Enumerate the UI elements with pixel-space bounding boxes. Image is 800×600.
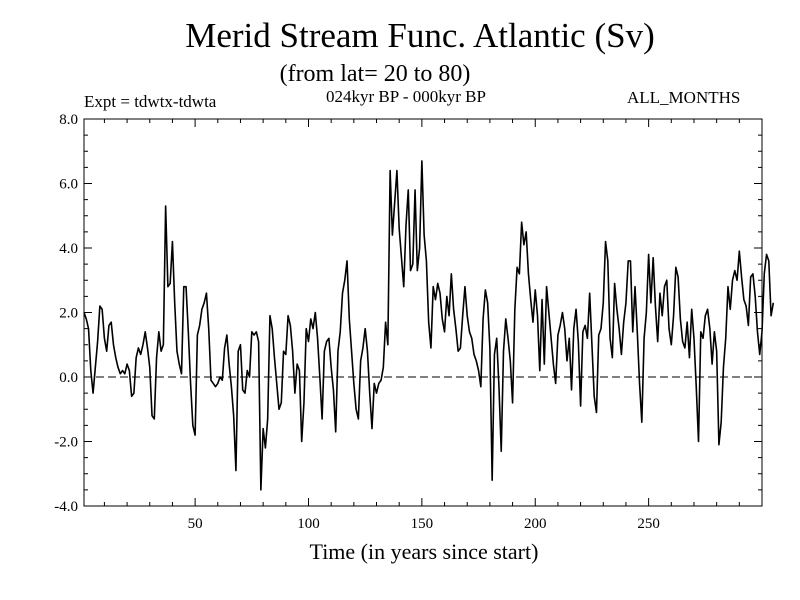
y-tick-label: -4.0 xyxy=(54,499,78,515)
x-tick-label: 100 xyxy=(297,516,320,532)
y-tick-label: 0.0 xyxy=(59,370,78,386)
x-tick-label: 150 xyxy=(411,516,434,532)
x-tick-labels: 50 100 150 200 250 xyxy=(188,516,660,532)
y-tick-label: -2.0 xyxy=(54,435,78,451)
y-tick-label: 2.0 xyxy=(59,306,78,322)
experiment-label: Expt = tdwtx-tdwta xyxy=(84,92,217,111)
chart-title: Merid Stream Func. Atlantic (Sv) xyxy=(185,16,655,55)
x-tick-label: 50 xyxy=(188,516,203,532)
x-tick-label: 250 xyxy=(637,516,660,532)
months-label: ALL_MONTHS xyxy=(627,88,741,107)
period-label: 024kyr BP - 000kyr BP xyxy=(326,87,486,106)
series-line xyxy=(83,160,775,491)
plot-frame xyxy=(83,118,763,507)
x-tick-label: 200 xyxy=(524,516,547,532)
y-tick-label: 4.0 xyxy=(59,241,78,257)
y-tick-label: 8.0 xyxy=(59,112,78,128)
chart-subtitle: (from lat= 20 to 80) xyxy=(279,61,471,87)
x-axis-label: Time (in years since start) xyxy=(309,539,539,564)
y-tick-label: 6.0 xyxy=(59,177,78,193)
y-tick-labels: -4.0 -2.0 0.0 2.0 4.0 6.0 8.0 xyxy=(54,112,78,515)
